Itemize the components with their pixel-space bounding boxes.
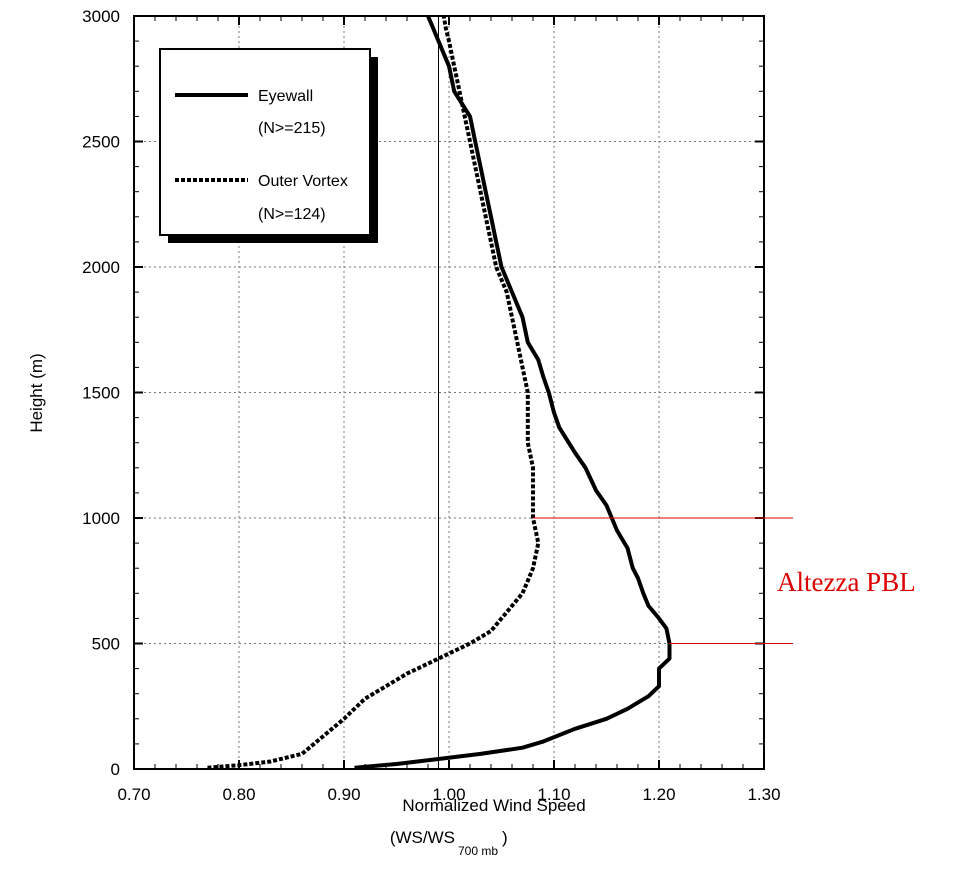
y-tick-label: 500 xyxy=(92,635,120,654)
x-axis-label: Normalized Wind Speed xyxy=(402,796,585,815)
legend: Eyewall (N>=215) Outer Vortex (N>=124) xyxy=(159,48,378,243)
x-tick-label: 0.90 xyxy=(327,785,360,804)
x-tick-label: 0.70 xyxy=(117,785,150,804)
legend-label-eyewall: Eyewall xyxy=(258,88,313,105)
y-tick-label: 2500 xyxy=(82,133,120,152)
legend-box xyxy=(159,48,371,236)
y-tick-label: 1500 xyxy=(82,384,120,403)
x-tick-labels: 0.70 0.80 0.90 1.00 1.10 1.20 1.30 xyxy=(117,785,780,804)
pbl-annotation: Altezza PBL xyxy=(777,567,916,597)
x-tick-label: 1.20 xyxy=(642,785,675,804)
y-tick-labels: 0 500 1000 1500 2000 2500 3000 xyxy=(82,7,120,779)
y-tick-label: 0 xyxy=(111,760,120,779)
x-axis-subscript: 700 mb xyxy=(458,844,498,858)
x-tick-label: 1.30 xyxy=(747,785,780,804)
y-tick-label: 1000 xyxy=(82,509,120,528)
series-line-outer-vortex xyxy=(207,15,541,770)
y-tick-label: 2000 xyxy=(82,258,120,277)
tick-marks xyxy=(133,15,765,770)
x-axis-sublabel: (WS/WS xyxy=(390,828,455,847)
x-tick-label: 1.00 xyxy=(432,785,465,804)
x-tick-label: 0.80 xyxy=(222,785,255,804)
series-line-eyewall xyxy=(354,15,672,770)
legend-note-outer-vortex: (N>=124) xyxy=(258,206,326,223)
x-tick-label: 1.10 xyxy=(537,785,570,804)
y-tick-label: 3000 xyxy=(82,7,120,26)
series-layer xyxy=(207,15,672,770)
x-axis-sublabel-close: ) xyxy=(502,828,508,847)
legend-label-outer-vortex: Outer Vortex xyxy=(258,173,348,190)
y-axis-label: Height (m) xyxy=(27,353,46,432)
legend-note-eyewall: (N>=215) xyxy=(258,120,326,137)
